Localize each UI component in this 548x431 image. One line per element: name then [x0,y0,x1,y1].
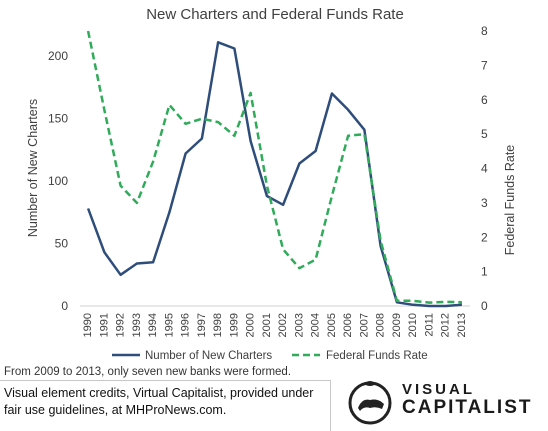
visual-capitalist-logo: VISUAL CAPITALIST [344,378,544,428]
x-tick-label: 2004 [310,313,322,337]
legend-label-funds-rate: Federal Funds Rate [326,350,428,362]
x-tick-label: 2001 [261,313,273,337]
x-tick-label: 1990 [82,313,94,337]
legend-label-charters: Number of New Charters [145,350,272,362]
y-axis-label-left: Number of New Charters [26,99,40,237]
x-tick-label: 2008 [375,313,387,337]
logo-text-capitalist: CAPITALIST [402,397,532,419]
logo-mark-icon [344,378,396,426]
x-tick-label: 1993 [131,313,143,337]
x-tick-label: 2013 [456,313,468,337]
series-line-new-charters [88,42,462,306]
x-tick-label: 2002 [277,313,289,337]
x-tick-label: 2009 [391,313,403,337]
left-y-ticks: 0 50 100 150 200 [48,49,68,313]
right-y-tick-label: 3 [481,196,488,210]
x-tick-label: 2007 [358,313,370,337]
left-y-tick-label: 150 [48,112,68,126]
credit-box: Visual element credits, Virtual Capitali… [0,380,331,431]
left-y-tick-label: 50 [55,237,69,251]
line-chart: New Charters and Federal Funds Rate Numb… [0,0,548,372]
left-y-tick-label: 100 [48,174,68,188]
x-tick-label: 1994 [147,313,159,337]
x-tick-label: 1991 [98,313,110,337]
right-y-tick-label: 4 [481,162,488,176]
series-layer [88,31,462,306]
legend: Number of New Charters Federal Funds Rat… [112,350,428,362]
right-y-tick-label: 1 [481,265,488,279]
x-tick-label: 2006 [342,313,354,337]
x-tick-label: 2005 [326,313,338,337]
x-tick-labels: 1990 1991 1992 1993 1994 1995 1996 1997 1998 1999… [82,313,468,337]
x-tick-label: 1997 [196,313,208,337]
x-tick-label: 1996 [180,313,192,337]
footnote: From 2009 to 2013, only seven new banks … [4,366,291,378]
left-y-tick-label: 200 [48,49,68,63]
credit-text: Visual element credits, Virtual Capitali… [4,385,326,419]
right-y-ticks: 0 1 2 3 4 5 6 7 8 [481,24,488,313]
right-y-tick-label: 0 [481,299,488,313]
x-tick-label: 2010 [407,313,419,337]
x-tick-label: 2012 [440,313,452,337]
x-tick-label: 2011 [423,313,435,337]
right-y-tick-label: 6 [481,93,488,107]
x-tick-label: 2003 [293,313,305,337]
x-tick-label: 1998 [212,313,224,337]
x-tick-label: 1992 [115,313,127,337]
x-tick-label: 1999 [228,313,240,337]
y-axis-label-right: Federal Funds Rate [503,145,517,256]
x-tick-label: 2000 [245,313,257,337]
x-tick-label: 1995 [163,313,175,337]
logo-text-visual: VISUAL [402,381,475,398]
right-y-tick-label: 8 [481,24,488,38]
right-y-tick-label: 7 [481,58,488,72]
chart-title: New Charters and Federal Funds Rate [146,6,404,23]
right-y-tick-label: 5 [481,127,488,141]
left-y-tick-label: 0 [61,299,68,313]
right-y-tick-label: 2 [481,230,488,244]
